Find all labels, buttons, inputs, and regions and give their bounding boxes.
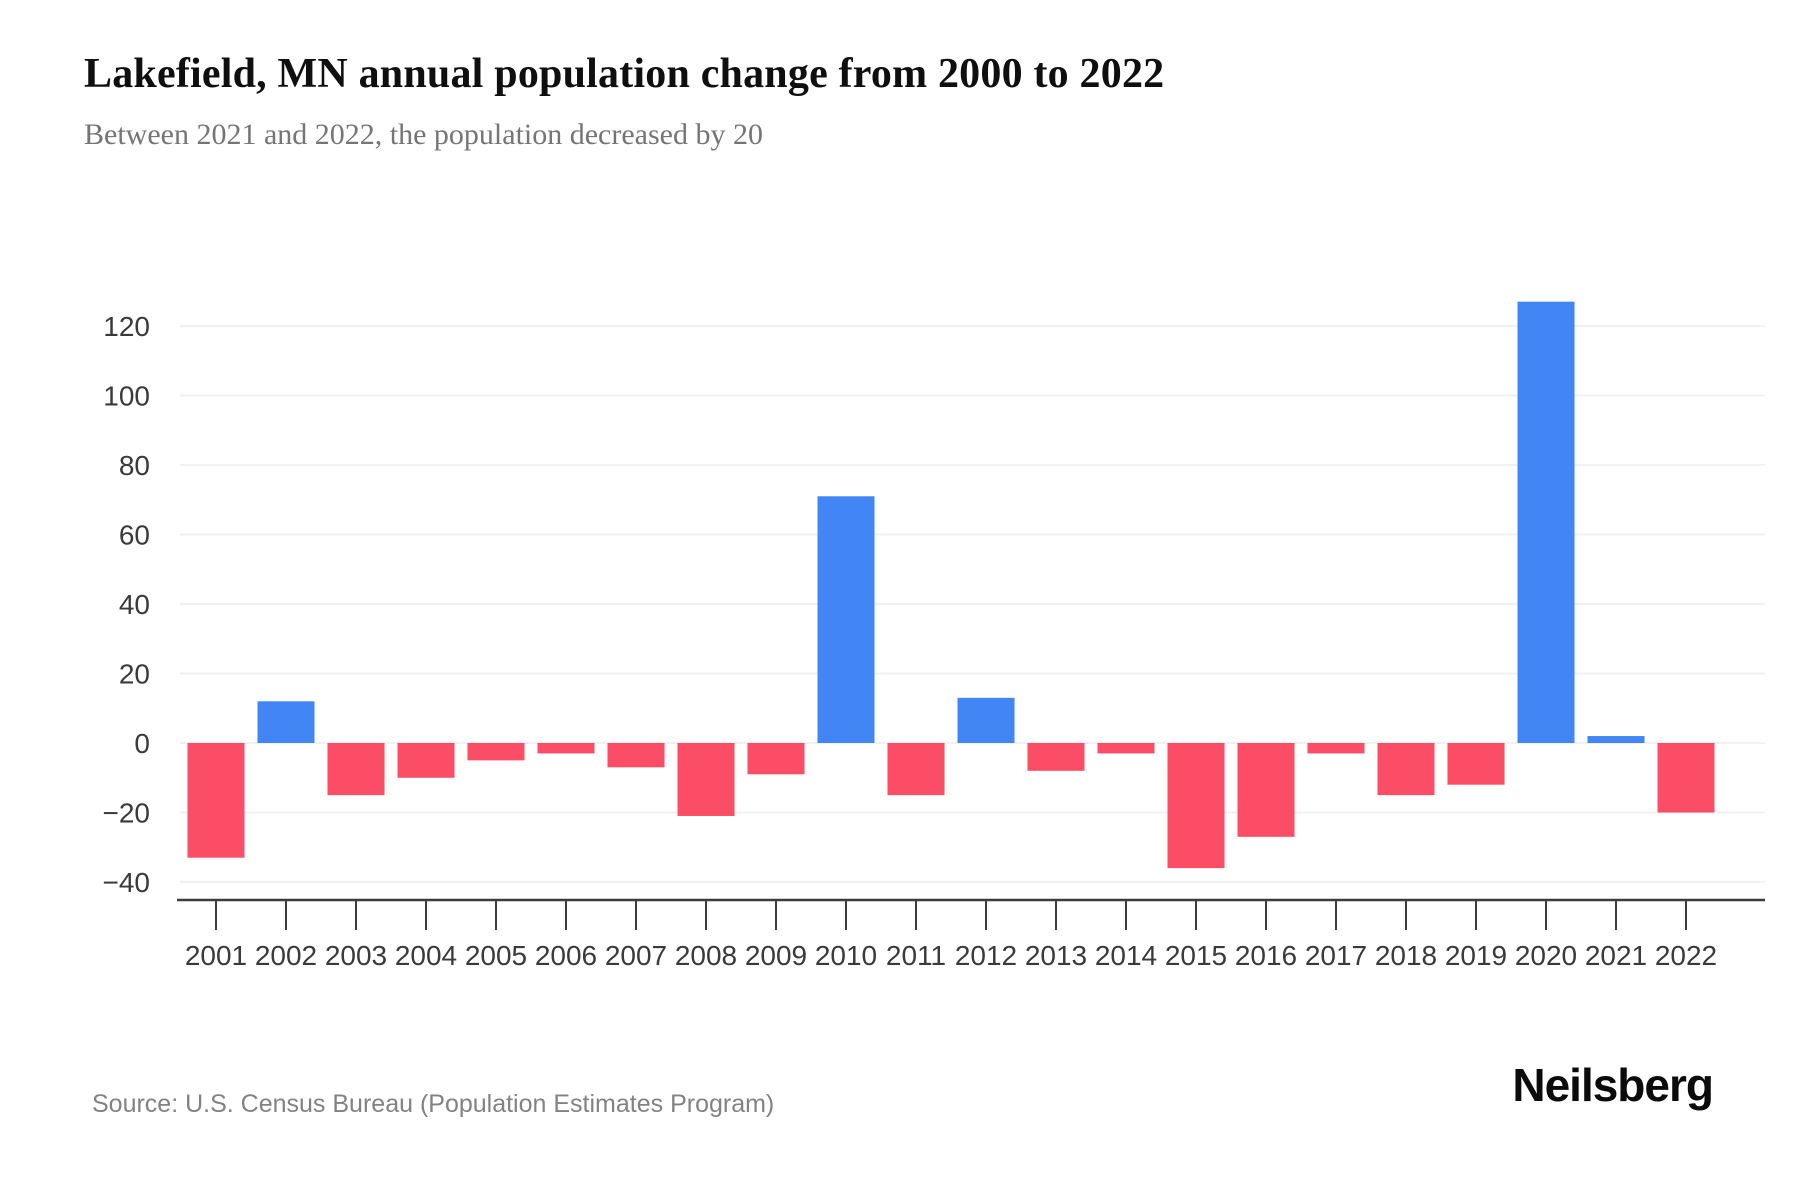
x-axis-label: 2014: [1095, 940, 1157, 971]
x-axis-label: 2013: [1025, 940, 1087, 971]
bar-2009[interactable]: [747, 743, 805, 775]
x-axis-label: 2016: [1235, 940, 1297, 971]
x-axis-label: 2015: [1165, 940, 1227, 971]
bar-2011[interactable]: [887, 743, 945, 796]
source-note: Source: U.S. Census Bureau (Population E…: [92, 1090, 775, 1118]
x-axis-label: 2004: [395, 940, 457, 971]
bar-2018[interactable]: [1377, 743, 1435, 796]
x-tick-marks: [215, 900, 1687, 930]
x-axis-label: 2019: [1445, 940, 1507, 971]
x-axis-label: 2021: [1585, 940, 1647, 971]
bar-2004[interactable]: [397, 743, 455, 778]
x-axis-label: 2003: [325, 940, 387, 971]
bar-2010[interactable]: [817, 496, 875, 743]
y-axis-label: 40: [119, 589, 150, 620]
bar-2007[interactable]: [607, 743, 665, 768]
x-axis-label: 2020: [1515, 940, 1577, 971]
bar-2013[interactable]: [1027, 743, 1085, 771]
x-axis-label: 2018: [1375, 940, 1437, 971]
bar-2002[interactable]: [257, 701, 315, 743]
x-axis-label: 2011: [886, 940, 946, 971]
y-axis-label: −40: [103, 867, 151, 898]
y-axis-label: 0: [134, 728, 150, 759]
x-axis-label: 2006: [535, 940, 597, 971]
bar-2020[interactable]: [1517, 301, 1575, 743]
x-axis-labels: 2001 2002 2003 2004 2005 2006 2007 2008 2009 2010…: [185, 940, 1717, 971]
x-axis-label: 2009: [745, 940, 807, 971]
x-axis-label: 2008: [675, 940, 737, 971]
brand-logo[interactable]: Neilsberg: [1512, 1059, 1714, 1111]
bar-chart: −40 −20 0 20 40 60 80 100 120 2001 2002 2003 2004 200…: [80, 240, 1780, 1020]
x-axis-label: 2007: [605, 940, 667, 971]
y-axis-label: 80: [119, 450, 150, 481]
y-axis-label: 60: [119, 520, 150, 551]
bar-2005[interactable]: [467, 743, 525, 761]
bar-2001[interactable]: [187, 743, 245, 858]
x-axis-label: 2017: [1305, 940, 1367, 971]
y-axis-label: 120: [103, 311, 150, 342]
bar-2016[interactable]: [1237, 743, 1295, 837]
bar-2015[interactable]: [1167, 743, 1225, 869]
bar-2006[interactable]: [537, 743, 595, 754]
x-axis-label: 2002: [255, 940, 317, 971]
bar-2012[interactable]: [957, 697, 1015, 743]
chart-subtitle: Between 2021 and 2022, the population de…: [84, 118, 763, 151]
bar-2019[interactable]: [1447, 743, 1505, 785]
bar-2003[interactable]: [327, 743, 385, 796]
x-axis-label: 2010: [815, 940, 877, 971]
bar-2008[interactable]: [677, 743, 735, 816]
bar-2017[interactable]: [1307, 743, 1365, 754]
x-axis-label: 2005: [465, 940, 527, 971]
x-axis-label: 2001: [185, 940, 247, 971]
y-axis-labels: −40 −20 0 20 40 60 80 100 120: [103, 311, 151, 898]
y-axis-label: 100: [103, 381, 150, 412]
bars: [187, 301, 1715, 869]
chart-title: Lakefield, MN annual population change f…: [84, 51, 1165, 97]
bar-2021[interactable]: [1587, 736, 1645, 743]
y-axis-label: 20: [119, 659, 150, 690]
bar-2022[interactable]: [1657, 743, 1715, 813]
y-axis-label: −20: [103, 798, 151, 829]
bar-2014[interactable]: [1097, 743, 1155, 754]
x-axis-label: 2012: [955, 940, 1017, 971]
x-axis-label: 2022: [1655, 940, 1717, 971]
